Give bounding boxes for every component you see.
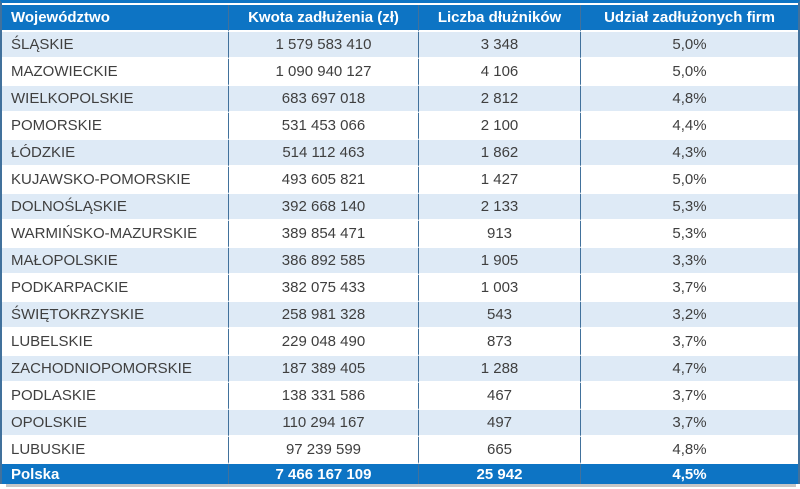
debt-cell: 110 294 167 — [228, 410, 418, 437]
share-cell: 4,3% — [580, 140, 798, 167]
table-shadow — [6, 484, 796, 487]
table-row: WIELKOPOLSKIE 683 697 018 2 812 4,8% — [2, 86, 798, 113]
table-row: POMORSKIE 531 453 066 2 100 4,4% — [2, 113, 798, 140]
share-cell: 3,2% — [580, 302, 798, 329]
table-row: ŁÓDZKIE 514 112 463 1 862 4,3% — [2, 140, 798, 167]
debt-cell: 1 090 940 127 — [228, 59, 418, 86]
debtors-cell: 3 348 — [418, 32, 580, 59]
total-debtors-cell: 25 942 — [418, 464, 580, 484]
share-cell: 4,4% — [580, 113, 798, 140]
total-share-cell: 4,5% — [580, 464, 798, 484]
debtors-cell: 913 — [418, 221, 580, 248]
debtors-cell: 1 905 — [418, 248, 580, 275]
debt-cell: 229 048 490 — [228, 329, 418, 356]
share-cell: 5,3% — [580, 221, 798, 248]
region-cell: OPOLSKIE — [2, 410, 228, 437]
region-cell: POMORSKIE — [2, 113, 228, 140]
table-row: PODLASKIE 138 331 586 467 3,7% — [2, 383, 798, 410]
region-cell: ŁÓDZKIE — [2, 140, 228, 167]
total-row: Polska 7 466 167 109 25 942 4,5% — [2, 464, 798, 484]
share-cell: 5,0% — [580, 32, 798, 59]
debtors-cell: 1 427 — [418, 167, 580, 194]
debt-cell: 258 981 328 — [228, 302, 418, 329]
region-cell: LUBUSKIE — [2, 437, 228, 464]
debt-cell: 1 579 583 410 — [228, 32, 418, 59]
share-cell: 3,7% — [580, 383, 798, 410]
column-header-debt: Kwota zadłużenia (zł) — [228, 5, 418, 32]
region-cell: ŚWIĘTOKRZYSKIE — [2, 302, 228, 329]
column-header-share: Udział zadłużonych firm — [580, 5, 798, 32]
debt-cell: 138 331 586 — [228, 383, 418, 410]
region-cell: KUJAWSKO-POMORSKIE — [2, 167, 228, 194]
region-cell: PODLASKIE — [2, 383, 228, 410]
region-cell: LUBELSKIE — [2, 329, 228, 356]
debtors-cell: 1 862 — [418, 140, 580, 167]
table-row: KUJAWSKO-POMORSKIE 493 605 821 1 427 5,0% — [2, 167, 798, 194]
table-row: DOLNOŚLĄSKIE 392 668 140 2 133 5,3% — [2, 194, 798, 221]
voivodeship-debt-table: Województwo Kwota zadłużenia (zł) Liczba… — [2, 5, 798, 484]
region-cell: DOLNOŚLĄSKIE — [2, 194, 228, 221]
region-cell: MAZOWIECKIE — [2, 59, 228, 86]
total-region-cell: Polska — [2, 464, 228, 484]
share-cell: 3,7% — [580, 329, 798, 356]
share-cell: 3,3% — [580, 248, 798, 275]
debt-cell: 382 075 433 — [228, 275, 418, 302]
debtors-cell: 1 288 — [418, 356, 580, 383]
share-cell: 4,8% — [580, 86, 798, 113]
share-cell: 4,7% — [580, 356, 798, 383]
table-row: OPOLSKIE 110 294 167 497 3,7% — [2, 410, 798, 437]
debt-cell: 389 854 471 — [228, 221, 418, 248]
debt-cell: 531 453 066 — [228, 113, 418, 140]
region-cell: PODKARPACKIE — [2, 275, 228, 302]
debtors-cell: 4 106 — [418, 59, 580, 86]
debt-cell: 683 697 018 — [228, 86, 418, 113]
table-body: ŚLĄSKIE 1 579 583 410 3 348 5,0% MAZOWIECKIE… — [2, 32, 798, 464]
table-row: ŚWIĘTOKRZYSKIE 258 981 328 543 3,2% — [2, 302, 798, 329]
share-cell: 5,0% — [580, 167, 798, 194]
debtors-cell: 467 — [418, 383, 580, 410]
debt-cell: 514 112 463 — [228, 140, 418, 167]
region-cell: WIELKOPOLSKIE — [2, 86, 228, 113]
table-row: PODKARPACKIE 382 075 433 1 003 3,7% — [2, 275, 798, 302]
share-cell: 5,0% — [580, 59, 798, 86]
debtors-cell: 2 100 — [418, 113, 580, 140]
debt-cell: 386 892 585 — [228, 248, 418, 275]
region-cell: ZACHODNIOPOMORSKIE — [2, 356, 228, 383]
debtors-cell: 543 — [418, 302, 580, 329]
share-cell: 4,8% — [580, 437, 798, 464]
table-row: ZACHODNIOPOMORSKIE 187 389 405 1 288 4,7% — [2, 356, 798, 383]
total-debt-cell: 7 466 167 109 — [228, 464, 418, 484]
share-cell: 3,7% — [580, 410, 798, 437]
column-header-debtors: Liczba dłużników — [418, 5, 580, 32]
table-row: LUBELSKIE 229 048 490 873 3,7% — [2, 329, 798, 356]
debtors-cell: 665 — [418, 437, 580, 464]
share-cell: 5,3% — [580, 194, 798, 221]
table-row: WARMIŃSKO-MAZURSKIE 389 854 471 913 5,3% — [2, 221, 798, 248]
debtors-cell: 873 — [418, 329, 580, 356]
header-row: Województwo Kwota zadłużenia (zł) Liczba… — [2, 5, 798, 32]
region-cell: ŚLĄSKIE — [2, 32, 228, 59]
debtors-cell: 1 003 — [418, 275, 580, 302]
column-header-region: Województwo — [2, 5, 228, 32]
debtors-cell: 2 812 — [418, 86, 580, 113]
share-cell: 3,7% — [580, 275, 798, 302]
table-row: MAŁOPOLSKIE 386 892 585 1 905 3,3% — [2, 248, 798, 275]
debt-cell: 493 605 821 — [228, 167, 418, 194]
debtors-cell: 497 — [418, 410, 580, 437]
table-row: ŚLĄSKIE 1 579 583 410 3 348 5,0% — [2, 32, 798, 59]
region-cell: WARMIŃSKO-MAZURSKIE — [2, 221, 228, 248]
table-row: MAZOWIECKIE 1 090 940 127 4 106 5,0% — [2, 59, 798, 86]
table-row: LUBUSKIE 97 239 599 665 4,8% — [2, 437, 798, 464]
debt-cell: 97 239 599 — [228, 437, 418, 464]
debtors-cell: 2 133 — [418, 194, 580, 221]
region-cell: MAŁOPOLSKIE — [2, 248, 228, 275]
debt-cell: 392 668 140 — [228, 194, 418, 221]
debt-cell: 187 389 405 — [228, 356, 418, 383]
